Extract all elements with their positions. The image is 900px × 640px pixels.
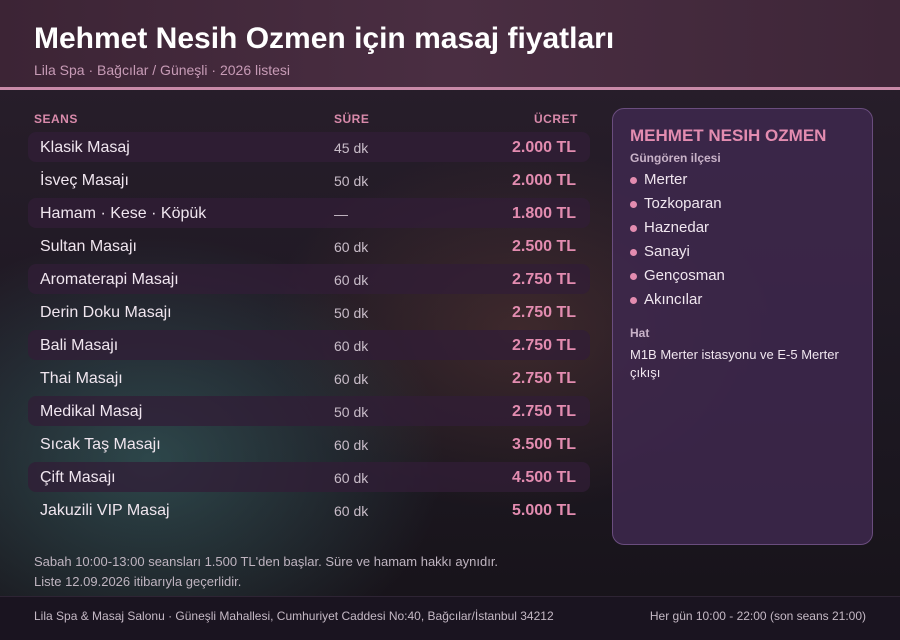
service-price: 2.750 TL — [511, 403, 576, 420]
service-name: Aromaterapi Masajı — [40, 271, 179, 288]
service-price: 3.500 TL — [511, 436, 576, 453]
table-row: Derin Doku Masajı 50 dk 2.750 TL — [28, 297, 590, 327]
service-duration: 50 dk — [334, 305, 369, 321]
area-name: Akıncılar — [644, 291, 703, 308]
service-name: Bali Masajı — [40, 337, 119, 354]
service-price: 2.750 TL — [511, 271, 576, 288]
service-name: Medikal Masaj — [40, 403, 143, 420]
table-row: Aromaterapi Masajı 60 dk 2.750 TL — [28, 264, 590, 294]
service-price: 2.750 TL — [511, 304, 576, 321]
service-duration: 60 dk — [334, 239, 369, 255]
service-duration: 60 dk — [334, 470, 369, 486]
service-name: Klasik Masaj — [40, 139, 130, 156]
service-duration: 45 dk — [334, 140, 369, 156]
service-price: 1.800 TL — [511, 205, 576, 222]
table-row: Çift Masajı 60 dk 4.500 TL — [28, 462, 590, 492]
service-duration: 60 dk — [334, 371, 369, 387]
service-duration: 60 dk — [334, 437, 369, 453]
service-duration: 50 dk — [334, 404, 369, 420]
column-header-duration: SÜRE — [334, 112, 370, 126]
table-row: Sıcak Taş Masajı 60 dk 3.500 TL — [28, 429, 590, 459]
district-label: Güngören ilçesi — [630, 151, 721, 165]
service-price: 2.500 TL — [511, 238, 576, 255]
page-footer: Lila Spa & Masaj Salonu · Güneşli Mahall… — [0, 596, 900, 640]
transit-text: M1B Merter istasyonu ve E-5 Merter çıkış… — [630, 347, 839, 380]
table-row: Klasik Masaj 45 dk 2.000 TL — [28, 132, 590, 162]
service-price: 5.000 TL — [511, 502, 576, 519]
service-duration: 60 dk — [334, 272, 369, 288]
service-price: 2.750 TL — [511, 337, 576, 354]
service-duration: 50 dk — [334, 173, 369, 189]
service-name: Sultan Masajı — [40, 238, 137, 255]
table-row: Jakuzili VIP Masaj 60 dk 5.000 TL — [28, 495, 590, 525]
note-line: Sabah 10:00-13:00 seansları 1.500 TL'den… — [34, 554, 499, 569]
table-row: Hamam · Kese · Köpük — 1.800 TL — [28, 198, 590, 228]
list-item: Merter — [630, 171, 725, 195]
service-name: Sıcak Taş Masajı — [40, 436, 161, 453]
area-list: Merter Tozkoparan Haznedar Sanayi Genços… — [630, 171, 725, 315]
page-header: Mehmet Nesih Ozmen için masaj fiyatları … — [0, 0, 900, 90]
service-price: 4.500 TL — [511, 469, 576, 486]
table-row: Thai Masajı 60 dk 2.750 TL — [28, 363, 590, 393]
area-name: Sanayi — [644, 243, 690, 260]
footer-address: Lila Spa & Masaj Salonu · Güneşli Mahall… — [34, 609, 554, 623]
list-item: Sanayi — [630, 243, 725, 267]
bullet-dot-icon — [630, 225, 637, 232]
bullet-dot-icon — [630, 201, 637, 208]
footer-hours: Her gün 10:00 - 22:00 (son seans 21:00) — [649, 609, 866, 623]
list-item: Haznedar — [630, 219, 725, 243]
service-duration: 60 dk — [334, 338, 369, 354]
column-header-service: SEANS — [34, 112, 78, 126]
note-line: Liste 12.09.2026 itibarıyla geçerlidir. — [34, 574, 242, 589]
table-row: İsveç Masajı 50 dk 2.000 TL — [28, 165, 590, 195]
service-name: Hamam · Kese · Köpük — [40, 205, 207, 222]
service-name: Thai Masajı — [40, 370, 123, 387]
service-price: 2.000 TL — [511, 139, 576, 156]
service-name: Çift Masajı — [40, 469, 116, 486]
page-subtitle: Lila Spa · Bağcılar / Güneşli · 2026 lis… — [34, 62, 291, 78]
table-row: Bali Masajı 60 dk 2.750 TL — [28, 330, 590, 360]
masseur-info-panel: MEHMET NESIH OZMEN Güngören ilçesi Merte… — [612, 108, 873, 545]
panel-title: MEHMET NESIH OZMEN — [630, 126, 827, 145]
bullet-dot-icon — [630, 177, 637, 184]
price-table: Klasik Masaj 45 dk 2.000 TL İsveç Masajı… — [28, 132, 590, 528]
bullet-dot-icon — [630, 249, 637, 256]
bullet-dot-icon — [630, 273, 637, 280]
list-item: Tozkoparan — [630, 195, 725, 219]
service-duration: 60 dk — [334, 503, 369, 519]
bullet-dot-icon — [630, 297, 637, 304]
list-item: Akıncılar — [630, 291, 725, 315]
area-name: Gençosman — [644, 267, 725, 284]
service-name: Jakuzili VIP Masaj — [40, 502, 170, 519]
area-name: Haznedar — [644, 219, 710, 236]
service-name: İsveç Masajı — [40, 172, 129, 189]
table-row: Sultan Masajı 60 dk 2.500 TL — [28, 231, 590, 261]
service-price: 2.750 TL — [511, 370, 576, 387]
transit-label: Hat — [630, 326, 650, 340]
column-header-price: ÜCRET — [534, 112, 578, 126]
service-name: Derin Doku Masajı — [40, 304, 172, 321]
service-duration: — — [334, 206, 348, 222]
service-price: 2.000 TL — [511, 172, 576, 189]
list-item: Gençosman — [630, 267, 725, 291]
table-row: Medikal Masaj 50 dk 2.750 TL — [28, 396, 590, 426]
page-title: Mehmet Nesih Ozmen için masaj fiyatları — [34, 22, 615, 55]
price-note: Sabah 10:00-13:00 seansları 1.500 TL'den… — [34, 552, 594, 592]
area-name: Merter — [644, 171, 688, 188]
area-name: Tozkoparan — [644, 195, 722, 212]
